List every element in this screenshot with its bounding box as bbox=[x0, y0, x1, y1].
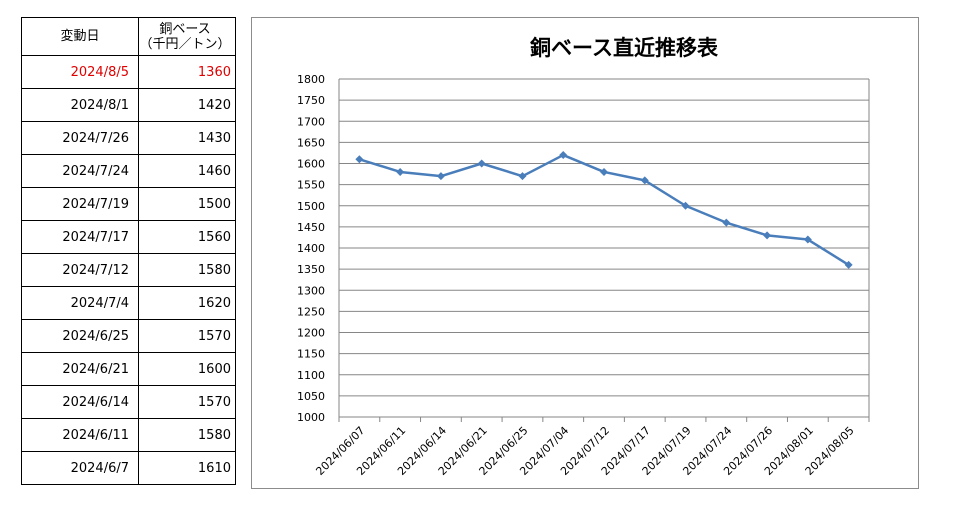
y-tick-label: 1800 bbox=[297, 73, 325, 86]
row-date: 2024/7/17 bbox=[21, 220, 139, 254]
header-price-line2: （千円／トン） bbox=[139, 36, 231, 52]
table-row: 2024/7/17 1560 bbox=[21, 220, 236, 254]
data-point bbox=[803, 235, 812, 244]
table-row: 2024/7/19 1500 bbox=[21, 187, 236, 221]
row-date: 2024/8/5 bbox=[21, 55, 139, 89]
line-chart: 銅ベース直近推移表 1800 1750 1700 1650 1600 1550 1500 145… bbox=[297, 36, 870, 478]
row-price: 1430 bbox=[138, 121, 236, 155]
header-date: 変動日 bbox=[21, 17, 139, 56]
data-point bbox=[436, 172, 445, 181]
row-price: 1560 bbox=[138, 220, 236, 254]
row-date: 2024/7/4 bbox=[21, 286, 139, 320]
row-price: 1620 bbox=[138, 286, 236, 320]
data-point bbox=[844, 260, 853, 269]
row-date: 2024/7/12 bbox=[21, 253, 139, 287]
y-tick-label: 1350 bbox=[297, 263, 325, 276]
row-date: 2024/7/24 bbox=[21, 154, 139, 188]
row-price: 1600 bbox=[138, 352, 236, 386]
header-price-line1: 銅ベース bbox=[159, 21, 211, 37]
data-point bbox=[722, 218, 731, 227]
table-body: 2024/8/5 1360 2024/8/1 1420 2024/7/26 1430 202… bbox=[21, 55, 236, 485]
row-date: 2024/6/14 bbox=[21, 385, 139, 419]
row-date: 2024/7/26 bbox=[21, 121, 139, 155]
y-tick-label: 1450 bbox=[297, 221, 325, 234]
y-tick-label: 1250 bbox=[297, 305, 325, 318]
table-row: 2024/6/25 1570 bbox=[21, 319, 236, 353]
table-row: 2024/6/11 1580 bbox=[21, 418, 236, 452]
table-row: 2024/8/1 1420 bbox=[21, 88, 236, 122]
data-point bbox=[396, 167, 405, 176]
y-tick-label: 1750 bbox=[297, 94, 325, 107]
data-point bbox=[763, 231, 772, 240]
row-date: 2024/6/21 bbox=[21, 352, 139, 386]
table-row: 2024/7/26 1430 bbox=[21, 121, 236, 155]
chart-title: 銅ベース直近推移表 bbox=[530, 36, 719, 60]
row-price: 1610 bbox=[138, 451, 236, 485]
y-tick-label: 1600 bbox=[297, 158, 325, 171]
data-point bbox=[477, 159, 486, 168]
y-tick-label: 1150 bbox=[297, 348, 325, 361]
table-row: 2024/7/12 1580 bbox=[21, 253, 236, 287]
y-tick-label: 1400 bbox=[297, 242, 325, 255]
row-price: 1580 bbox=[138, 253, 236, 287]
table-row: 2024/6/14 1570 bbox=[21, 385, 236, 419]
data-point bbox=[600, 167, 608, 176]
y-tick-label: 1700 bbox=[297, 115, 325, 128]
row-price: 1570 bbox=[138, 385, 236, 419]
y-tick-label: 1200 bbox=[297, 327, 325, 340]
row-date: 2024/7/19 bbox=[21, 187, 139, 221]
row-date: 2024/6/11 bbox=[21, 418, 139, 452]
table-row: 2024/6/21 1600 bbox=[21, 352, 236, 386]
row-price: 1460 bbox=[138, 154, 236, 188]
row-price: 1360 bbox=[138, 55, 236, 89]
y-tick-label: 1500 bbox=[297, 200, 325, 213]
data-point bbox=[681, 201, 690, 210]
table-row: 2024/7/4 1620 bbox=[21, 286, 236, 320]
table-row: 2024/8/5 1360 bbox=[21, 55, 236, 89]
y-tick-label: 1050 bbox=[297, 390, 325, 403]
row-price: 1420 bbox=[138, 88, 236, 122]
row-price: 1570 bbox=[138, 319, 236, 353]
row-price: 1580 bbox=[138, 418, 236, 452]
table-row: 2024/6/7 1610 bbox=[21, 451, 236, 485]
row-date: 2024/6/25 bbox=[21, 319, 139, 353]
data-point bbox=[355, 155, 364, 164]
table-header-row: 変動日 銅ベース （千円／トン） bbox=[21, 17, 236, 56]
table-row: 2024/7/24 1460 bbox=[21, 154, 236, 188]
price-table: 変動日 銅ベース （千円／トン） 2024/8/5 1360 2024/8/1 142… bbox=[21, 17, 236, 485]
row-date: 2024/8/1 bbox=[21, 88, 139, 122]
row-date: 2024/6/7 bbox=[21, 451, 139, 485]
chart-area: 銅ベース直近推移表 1800 1750 1700 1650 1600 1550 1500 145… bbox=[251, 17, 919, 489]
y-tick-label: 1100 bbox=[297, 369, 325, 382]
data-point bbox=[640, 176, 649, 185]
y-tick-label: 1000 bbox=[297, 411, 325, 424]
data-point bbox=[518, 172, 527, 181]
y-tick-label: 1300 bbox=[297, 284, 325, 297]
y-tick-label: 1550 bbox=[297, 179, 325, 192]
y-tick-label: 1650 bbox=[297, 136, 325, 149]
data-point bbox=[559, 151, 568, 160]
header-price: 銅ベース （千円／トン） bbox=[138, 17, 236, 56]
row-price: 1500 bbox=[138, 187, 236, 221]
